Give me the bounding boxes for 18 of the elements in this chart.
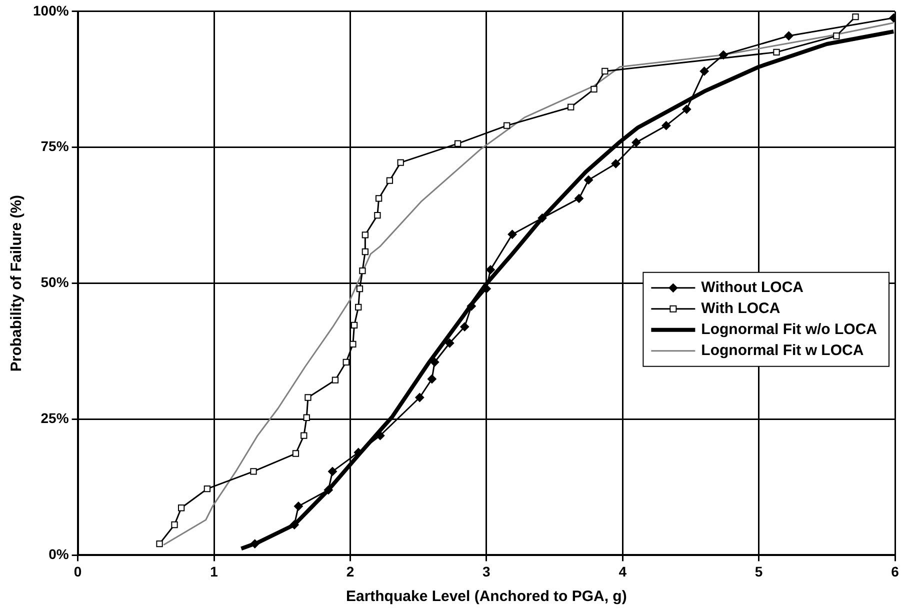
x-axis-title: Earthquake Level (Anchored to PGA, g) bbox=[346, 588, 627, 606]
legend-label: Lognormal Fit w LOCA bbox=[701, 342, 864, 360]
legend-label: Lognormal Fit w/o LOCA bbox=[701, 321, 878, 338]
legend-label: Without LOCA bbox=[701, 279, 804, 296]
y-tick-label: 100% bbox=[32, 2, 70, 18]
y-tick-label: 50% bbox=[40, 274, 70, 290]
x-tick-label: 2 bbox=[346, 563, 354, 580]
x-tick-label: 5 bbox=[754, 563, 763, 580]
y-axis-title: Probability of Failure (%) bbox=[8, 194, 26, 372]
y-tick-label: 75% bbox=[40, 138, 70, 154]
x-tick-label: 6 bbox=[891, 563, 900, 580]
x-tick-label: 3 bbox=[482, 563, 491, 580]
legend-label: With LOCA bbox=[701, 300, 780, 318]
y-tick-label: 25% bbox=[40, 410, 70, 426]
x-tick-label: 0 bbox=[74, 563, 82, 580]
x-tick-label: 1 bbox=[210, 563, 218, 580]
x-tick-label: 4 bbox=[618, 563, 627, 580]
y-tick-label: 0% bbox=[48, 546, 70, 562]
